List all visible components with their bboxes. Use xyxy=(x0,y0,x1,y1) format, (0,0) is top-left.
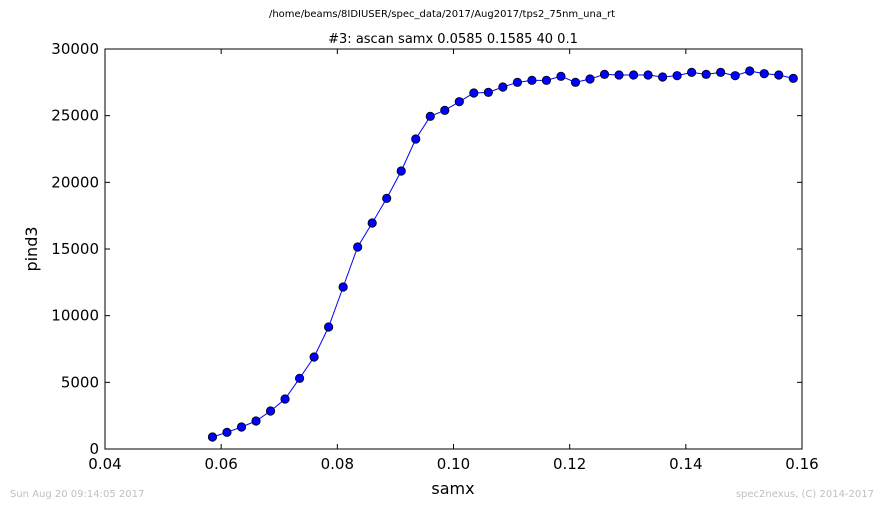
x-tick-label: 0.12 xyxy=(553,455,586,473)
data-point xyxy=(425,111,435,121)
data-point xyxy=(570,77,581,87)
y-tick-label: 25000 xyxy=(51,107,99,125)
plot-area: 0.04 0.06 0.08 0.10 0.12 0.14 0.16 0 5000 10000 15… xyxy=(51,40,818,473)
data-point xyxy=(207,432,218,442)
y-tick-label: 15000 xyxy=(51,240,99,258)
x-tick-label: 0.10 xyxy=(437,455,470,473)
data-point xyxy=(527,75,537,85)
timestamp-label: Sun Aug 20 09:14:05 2017 xyxy=(10,489,145,500)
data-point xyxy=(236,422,247,432)
data-point xyxy=(745,66,755,76)
data-point xyxy=(672,71,682,81)
data-point xyxy=(280,394,290,404)
figure-suptitle: /home/beams/8IDIUSER/spec_data/2017/Aug2… xyxy=(268,9,616,20)
chart-title: #3: ascan samx 0.0585 0.1585 40 0.1 xyxy=(328,32,578,47)
data-point xyxy=(643,70,653,80)
y-tick-label: 30000 xyxy=(51,40,99,58)
data-point xyxy=(657,72,668,82)
data-point xyxy=(541,75,552,85)
data-point xyxy=(687,67,697,77)
data-point xyxy=(716,67,726,77)
data-point xyxy=(324,322,334,332)
x-tick-label: 0.06 xyxy=(204,455,237,473)
credit-label: spec2nexus, (C) 2014-2017 xyxy=(735,489,874,500)
x-axis-label: samx xyxy=(431,479,474,498)
x-tick-label: 0.08 xyxy=(321,455,354,473)
plot-frame xyxy=(104,48,803,450)
data-point xyxy=(294,373,305,383)
data-point xyxy=(498,82,508,92)
x-tick-label: 0.16 xyxy=(785,455,818,473)
data-point xyxy=(353,242,363,252)
y-tick-label: 0 xyxy=(89,440,99,458)
data-point xyxy=(788,73,798,83)
x-tick-label: 0.14 xyxy=(669,455,702,473)
data-point xyxy=(454,97,464,107)
data-point xyxy=(469,88,479,98)
data-point xyxy=(440,105,450,115)
data-point xyxy=(599,69,610,79)
data-point xyxy=(251,416,261,426)
data-point xyxy=(759,69,769,79)
y-tick-label: 20000 xyxy=(51,173,99,191)
data-point xyxy=(338,282,348,292)
data-point xyxy=(730,71,740,81)
x-tick-label: 0.04 xyxy=(88,455,121,473)
y-axis-label: pind3 xyxy=(22,226,41,271)
data-point xyxy=(483,87,493,97)
data-point xyxy=(411,134,421,144)
data-point xyxy=(556,71,566,81)
data-point xyxy=(265,406,276,416)
data-point xyxy=(585,74,595,84)
data-point xyxy=(222,427,232,437)
data-point xyxy=(774,70,784,80)
data-point xyxy=(512,77,522,87)
data-point xyxy=(309,352,319,362)
data-point xyxy=(628,70,639,80)
data-point xyxy=(614,70,624,80)
data-point xyxy=(701,69,711,79)
data-point xyxy=(367,218,377,228)
y-tick-label: 10000 xyxy=(51,307,99,325)
data-point xyxy=(382,193,392,203)
y-tick-label: 5000 xyxy=(61,373,99,391)
data-point xyxy=(396,166,406,176)
